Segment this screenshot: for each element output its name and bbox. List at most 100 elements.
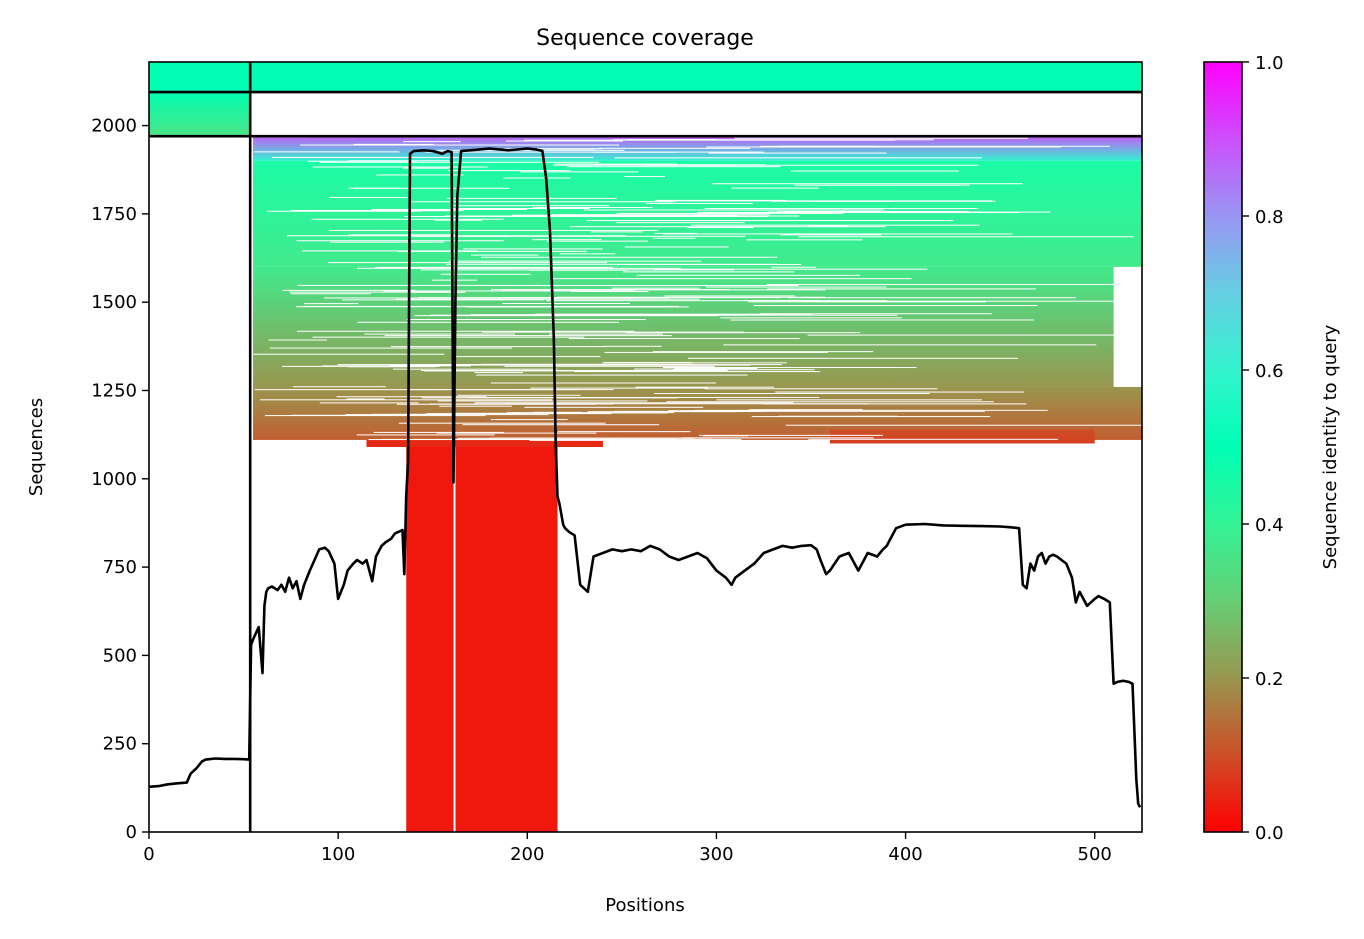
alignment-gap	[636, 274, 860, 276]
alignment-gap	[336, 396, 487, 398]
alignment-gap	[403, 141, 461, 143]
coverage-block	[829, 429, 1095, 444]
alignment-gap	[748, 301, 986, 303]
alignment-gap	[390, 346, 607, 348]
chart-title: Sequence coverage	[536, 26, 754, 51]
alignment-gap	[457, 394, 581, 396]
alignment-gap	[763, 403, 1027, 405]
alignment-gap	[383, 290, 636, 292]
alignment-gap	[687, 227, 754, 229]
x-axis-label: Positions	[605, 895, 684, 916]
alignment-gap	[397, 250, 587, 252]
alignment-gap	[293, 386, 386, 388]
alignment-gap-column	[453, 447, 456, 832]
alignment-gap	[807, 334, 1123, 336]
alignment-gap	[403, 167, 450, 169]
alignment-gap	[568, 337, 800, 339]
alignment-gap	[623, 271, 795, 273]
alignment-gap	[662, 367, 917, 369]
alignment-gap	[268, 339, 328, 341]
alignment-gap	[289, 291, 449, 293]
coverage-line-layer	[149, 147, 1142, 808]
alignment-gap	[586, 220, 954, 222]
alignment-gap	[706, 146, 1061, 148]
alignment-gap	[668, 410, 762, 412]
alignment-gap	[775, 391, 1024, 393]
alignment-gap	[598, 147, 751, 149]
alignment-gap	[554, 163, 677, 165]
alignment-gap	[341, 299, 545, 301]
alignment-gap	[760, 313, 992, 315]
alignment-gap	[748, 409, 863, 411]
alignment-gap	[414, 315, 719, 317]
alignment-gap	[307, 210, 454, 212]
colorbar-label: Sequence identity to query	[1320, 324, 1341, 569]
alignment-gap	[695, 409, 1048, 411]
y-tick-label: 500	[103, 645, 137, 666]
y-tick-label: 250	[103, 734, 137, 755]
alignment-gap	[431, 279, 477, 281]
alignment-gap	[347, 366, 436, 368]
alignment-gap	[604, 361, 691, 363]
alignment-gap	[720, 317, 902, 319]
alignment-gap	[691, 224, 980, 226]
alignment-gap	[440, 273, 531, 275]
alignment-gap	[470, 314, 778, 316]
alignment-gap	[490, 382, 717, 384]
colorbar	[1203, 61, 1243, 833]
alignment-gap	[482, 331, 744, 333]
alignment-gap	[490, 419, 568, 421]
alignment-gap	[409, 389, 614, 391]
alignment-gap	[354, 187, 510, 189]
alignment-gap	[429, 403, 614, 405]
coverage-block	[366, 439, 603, 447]
colorbar-tick-label: 0.0	[1255, 823, 1284, 844]
alignment-gap	[328, 229, 659, 231]
alignment-gap	[699, 434, 883, 436]
alignment-gap	[290, 293, 372, 295]
alignment-gap	[503, 177, 571, 179]
alignment-gap	[448, 170, 571, 172]
alignment-gap	[462, 424, 660, 426]
x-tick-label: 400	[888, 844, 922, 865]
alignment-gap	[505, 403, 869, 405]
alignment-gap	[653, 268, 928, 270]
alignment-gap	[505, 140, 623, 142]
alignment-gap	[272, 156, 594, 158]
alignment-gap	[356, 267, 681, 269]
alignment-gap	[646, 202, 753, 204]
alignment-gap	[624, 176, 665, 178]
alignment-gap	[327, 262, 608, 264]
alignment-gap	[766, 283, 1134, 285]
alignment-gap	[322, 365, 471, 367]
alignment-gap	[448, 260, 702, 262]
alignment-gap	[382, 438, 742, 440]
alignment-gap	[524, 406, 704, 408]
coverage-block	[406, 447, 558, 832]
alignment-gap	[704, 388, 938, 390]
alignment-gap	[297, 284, 541, 286]
alignment-gap	[652, 351, 874, 353]
y-tick-label: 1000	[91, 469, 137, 490]
alignment-gap	[455, 235, 746, 237]
alignment-gap	[437, 400, 648, 402]
alignment-gap	[785, 424, 1142, 426]
alignment-gap	[666, 401, 994, 403]
alignment-gap	[353, 143, 435, 145]
alignment-gap	[548, 333, 663, 335]
alignment-gap	[654, 393, 930, 395]
alignment-gap	[546, 300, 888, 302]
colorbar-tick-label: 0.2	[1255, 669, 1284, 690]
y-tick-label: 1250	[91, 380, 137, 401]
alignment-gap	[502, 303, 631, 305]
alignment-gap	[398, 422, 606, 424]
alignment-gap	[711, 183, 1023, 185]
alignment-gap	[487, 285, 799, 287]
alignment-gap	[749, 319, 1034, 321]
alignment-gap	[570, 226, 886, 228]
alignment-gap	[706, 286, 887, 288]
colorbar-ticks: 0.0 0.2 0.4 0.6 0.8 1.0	[1242, 53, 1284, 844]
alignment-gap	[392, 368, 558, 370]
x-axis: 0 100 200 300 400 500	[143, 832, 1112, 865]
alignment-gap	[269, 347, 513, 349]
